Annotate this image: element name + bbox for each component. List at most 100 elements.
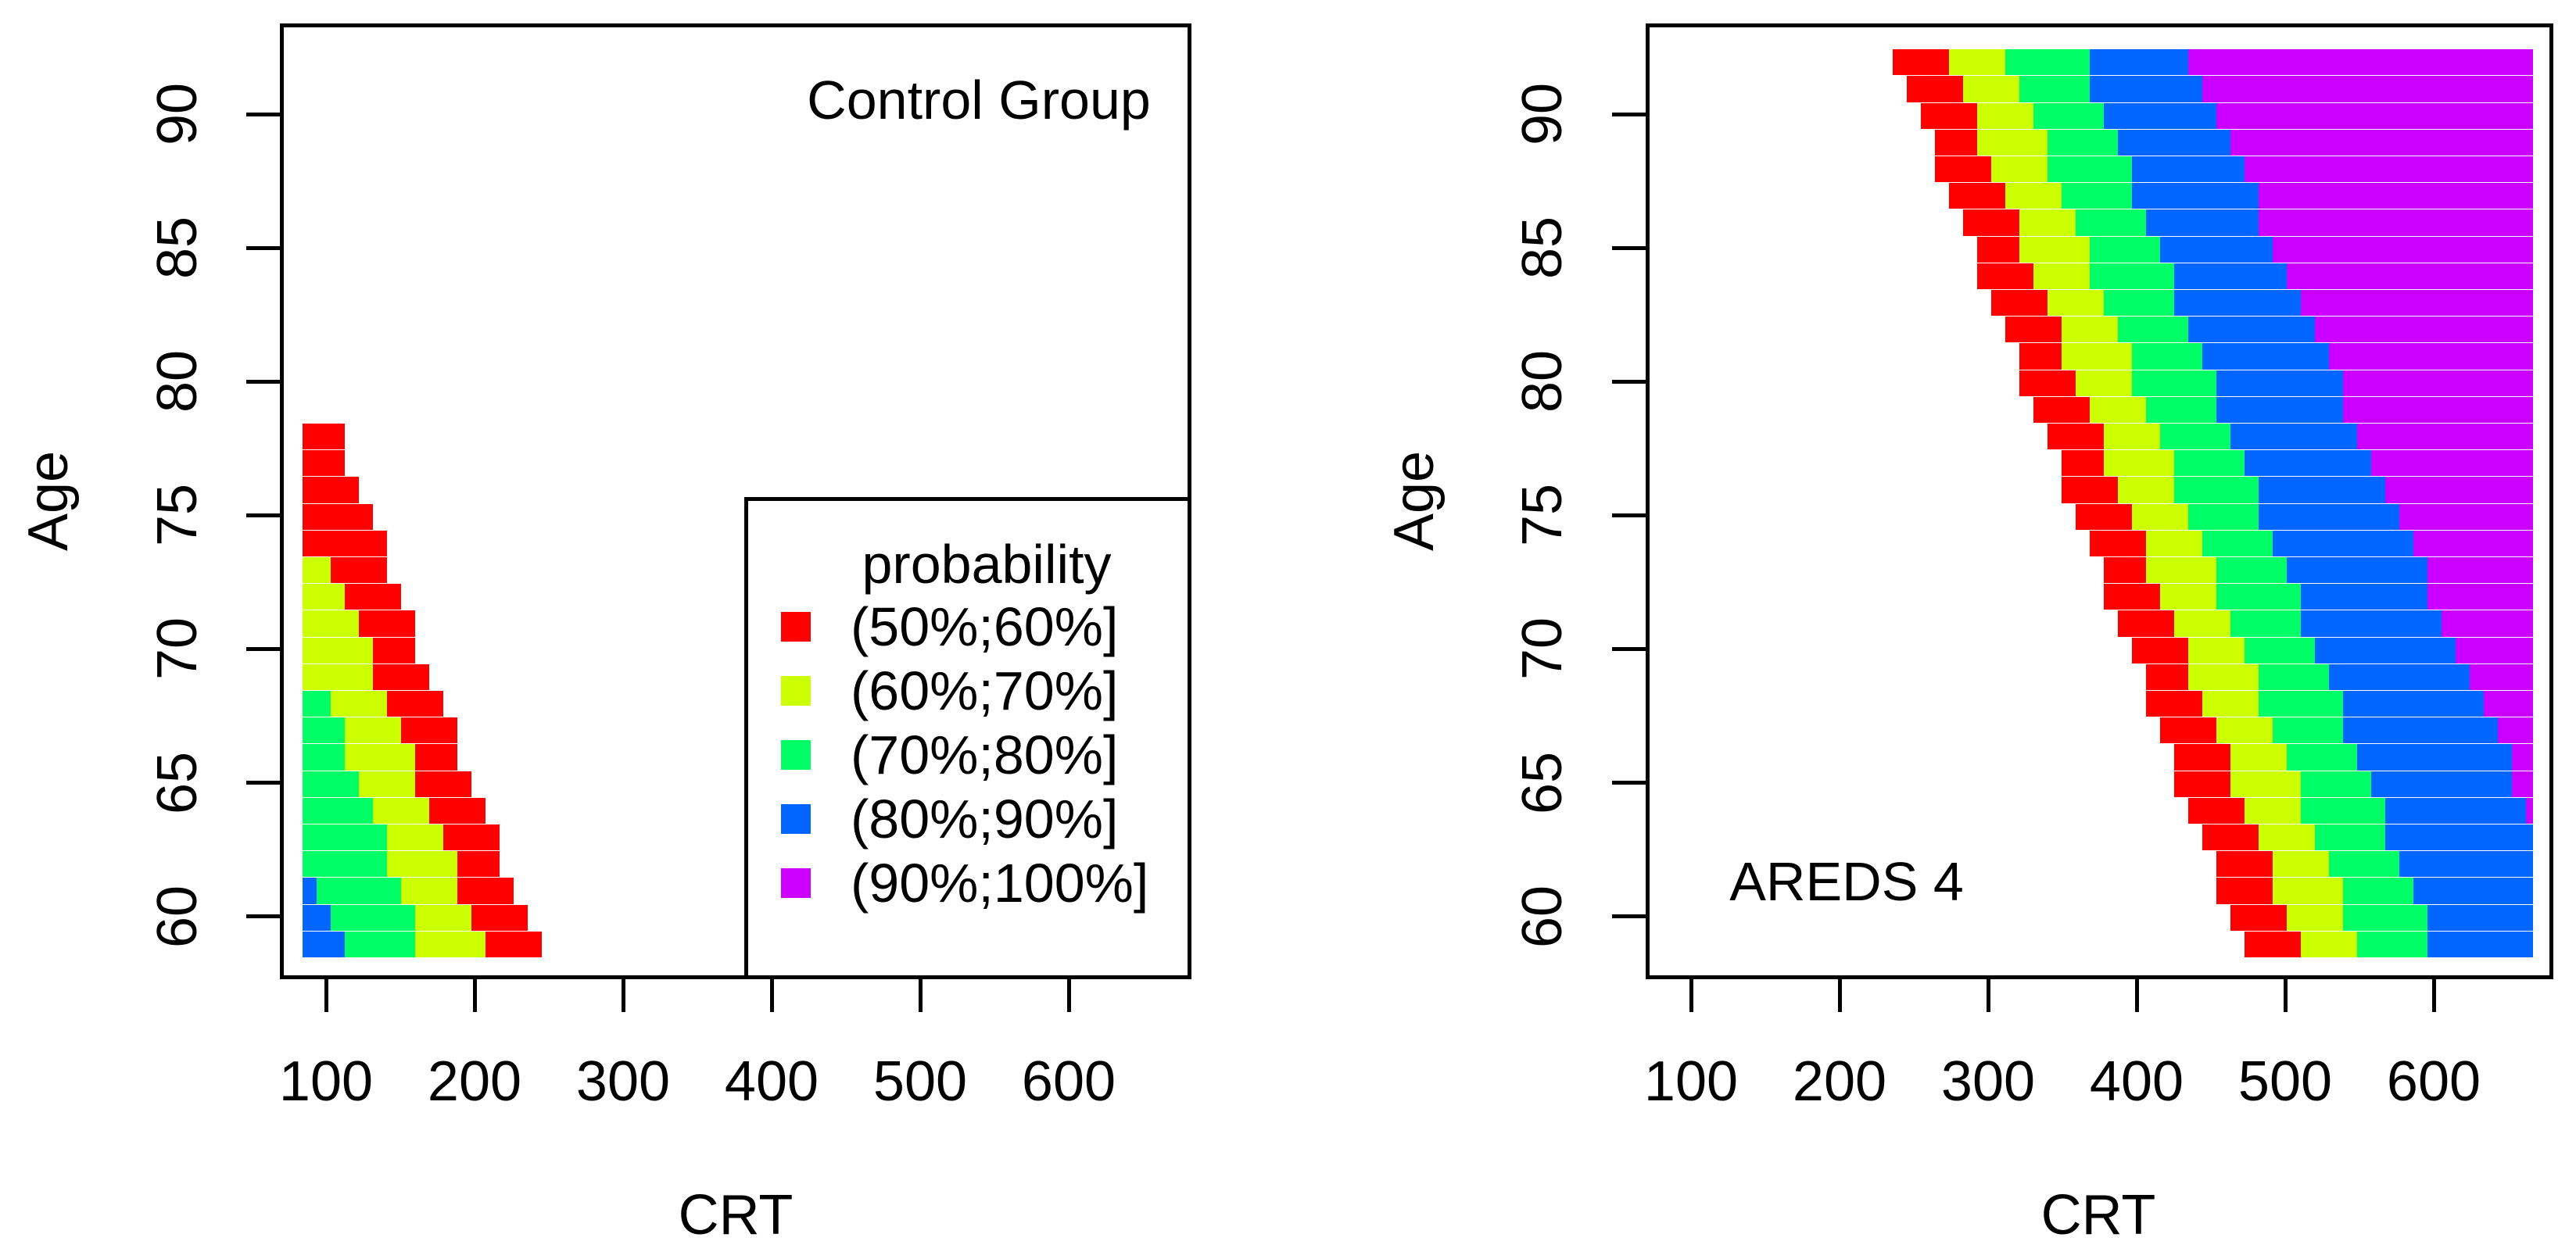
contour-band-segment [2230, 423, 2357, 450]
legend-swatch [781, 868, 811, 898]
contour-band-segment [2146, 395, 2216, 423]
contour-band-segment [1893, 48, 1949, 76]
contour-band-segment [303, 610, 359, 637]
contour-band-segment [2118, 316, 2188, 343]
contour-band-segment [1935, 128, 1977, 156]
contour-band-segment [1949, 48, 2005, 76]
contour-band-segment [303, 743, 345, 771]
contour-band-segment [2245, 930, 2301, 957]
contour-band-segment [303, 449, 345, 477]
x-axis-tick-label: 300 [575, 1050, 671, 1113]
contour-band-segment [2413, 529, 2533, 556]
contour-band-segment [317, 877, 401, 904]
contour-band-segment [2442, 610, 2533, 637]
contour-band-segment [2259, 182, 2533, 209]
contour-band-segment [2019, 235, 2090, 263]
y-axis-tick [1612, 245, 1646, 250]
contour-band-segment [2104, 289, 2174, 317]
contour-band-segment [2090, 529, 2146, 556]
y-axis-tick-label: 75 [1511, 484, 1574, 547]
contour-band-segment [2343, 877, 2413, 904]
contour-band-segment [2343, 369, 2533, 396]
y-axis-tick-label: 60 [146, 885, 209, 948]
contour-band-segment [2202, 75, 2533, 102]
contour-band-segment [2315, 316, 2533, 343]
contour-band-segment [2230, 770, 2301, 797]
legend-box [744, 497, 1191, 979]
contour-band-segment [429, 796, 485, 824]
legend-swatch [781, 612, 811, 642]
contour-band-segment [2090, 48, 2188, 76]
contour-band-segment [2062, 342, 2132, 370]
x-axis-tick-label: 300 [1940, 1050, 2036, 1113]
x-axis-tick [2134, 978, 2139, 1012]
contour-band-segment [2287, 743, 2357, 771]
contour-band-segment [2202, 529, 2273, 556]
contour-band-segment [1907, 75, 1963, 102]
contour-band-segment [401, 717, 457, 744]
contour-band-segment [303, 877, 317, 904]
contour-band-segment [2118, 476, 2174, 503]
contour-band-segment [2104, 423, 2160, 450]
contour-band-segment [485, 930, 542, 957]
contour-band-segment [457, 877, 514, 904]
x-axis-tick-label: 400 [724, 1050, 819, 1113]
contour-band-segment [1963, 209, 2019, 236]
contour-band-segment [1977, 102, 2033, 129]
y-axis-tick-label: 65 [1511, 751, 1574, 814]
contour-band-segment [2301, 930, 2357, 957]
legend-entry-label: (70%;80%] [851, 724, 1119, 785]
contour-band-segment [2259, 663, 2329, 690]
y-axis-tick-label: 70 [146, 617, 209, 681]
y-axis-tick [1612, 112, 1646, 116]
contour-band-segment [2174, 610, 2230, 637]
contour-band-segment [2132, 503, 2188, 530]
contour-band-segment [2329, 663, 2470, 690]
contour-band-segment [2062, 476, 2118, 503]
y-axis-tick [246, 781, 280, 785]
contour-band-segment [2174, 743, 2230, 771]
contour-band-segment [303, 556, 331, 584]
contour-band-segment [2146, 209, 2259, 236]
contour-band-segment [2216, 369, 2343, 396]
contour-band-segment [2512, 743, 2533, 771]
contour-band-segment [303, 930, 345, 957]
contour-band-segment [2427, 583, 2533, 610]
contour-band-segment [2399, 850, 2533, 878]
contour-band-segment [1977, 262, 2033, 289]
contour-band-segment [2371, 449, 2533, 477]
y-axis-tick-label: 90 [146, 82, 209, 146]
y-axis-tick-label: 85 [1511, 216, 1574, 280]
contour-band-segment [415, 770, 471, 797]
contour-band-segment [2273, 877, 2343, 904]
x-axis-tick [2431, 978, 2436, 1012]
contour-band-segment [2343, 690, 2484, 717]
contour-band-segment [2259, 824, 2315, 851]
contour-band-segment [457, 850, 500, 878]
contour-band-segment [2005, 182, 2062, 209]
x-axis-tick [1066, 978, 1071, 1012]
x-axis-tick-label: 500 [872, 1050, 968, 1113]
contour-band-segment [2273, 235, 2533, 263]
contour-band-segment [2174, 262, 2287, 289]
contour-band-segment [303, 850, 387, 878]
contour-band-segment [1991, 289, 2048, 317]
areds4-xaxis-label: CRT [2040, 1184, 2156, 1246]
control-yaxis-label: Age [17, 450, 80, 552]
contour-band-segment [2287, 262, 2533, 289]
contour-band-segment [373, 663, 429, 690]
contour-band-segment [1977, 128, 2048, 156]
contour-band-segment [2118, 610, 2174, 637]
contour-band-segment [2371, 770, 2512, 797]
contour-band-segment [2273, 529, 2413, 556]
contour-band-segment [2062, 449, 2104, 477]
contour-band-segment [303, 903, 331, 931]
contour-band-segment [415, 903, 471, 931]
contour-band-segment [2245, 636, 2315, 663]
contour-band-segment [2160, 423, 2230, 450]
contour-band-segment [2132, 182, 2259, 209]
legend-entry-label: (80%;90%] [851, 789, 1119, 849]
contour-band-segment [2259, 209, 2533, 236]
x-axis-tick [769, 978, 774, 1012]
